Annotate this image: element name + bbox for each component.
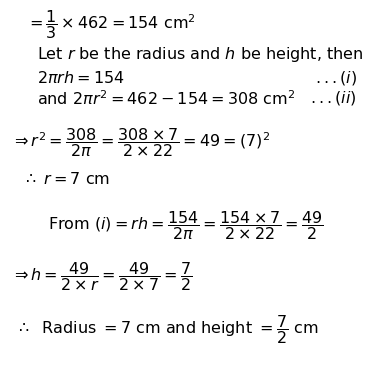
Text: $\therefore\ $ Radius $= 7$ cm and height $= \dfrac{7}{2}$ cm: $\therefore\ $ Radius $= 7$ cm and heigh… [15, 313, 318, 346]
Text: $\Rightarrow h = \dfrac{49}{2\times r} = \dfrac{49}{2\times 7} = \dfrac{7}{2}$: $\Rightarrow h = \dfrac{49}{2\times r} =… [11, 260, 192, 293]
Text: $...(i)$: $...(i)$ [315, 69, 357, 87]
Text: $2\pi rh = 154$: $2\pi rh = 154$ [37, 70, 124, 86]
Text: Let $r$ be the radius and $h$ be height, then: Let $r$ be the radius and $h$ be height,… [37, 45, 363, 64]
Text: $= \dfrac{1}{3} \times 462 = 154$ cm$^{2}$: $= \dfrac{1}{3} \times 462 = 154$ cm$^{2… [26, 8, 195, 41]
Text: $\therefore\ r = 7$ cm: $\therefore\ r = 7$ cm [22, 171, 110, 187]
Text: $\Rightarrow r^{2} = \dfrac{308}{2\pi} = \dfrac{308\times 7}{2\times 22} = 49 = : $\Rightarrow r^{2} = \dfrac{308}{2\pi} =… [11, 126, 270, 158]
Text: and $2\pi r^{2} = 462 - 154 = 308$ cm$^{2}$: and $2\pi r^{2} = 462 - 154 = 308$ cm$^{… [37, 89, 295, 108]
Text: $...(ii)$: $...(ii)$ [310, 89, 357, 107]
Text: From $(i) = rh = \dfrac{154}{2\pi} = \dfrac{154\times 7}{2\times 22} = \dfrac{49: From $(i) = rh = \dfrac{154}{2\pi} = \df… [48, 209, 323, 242]
